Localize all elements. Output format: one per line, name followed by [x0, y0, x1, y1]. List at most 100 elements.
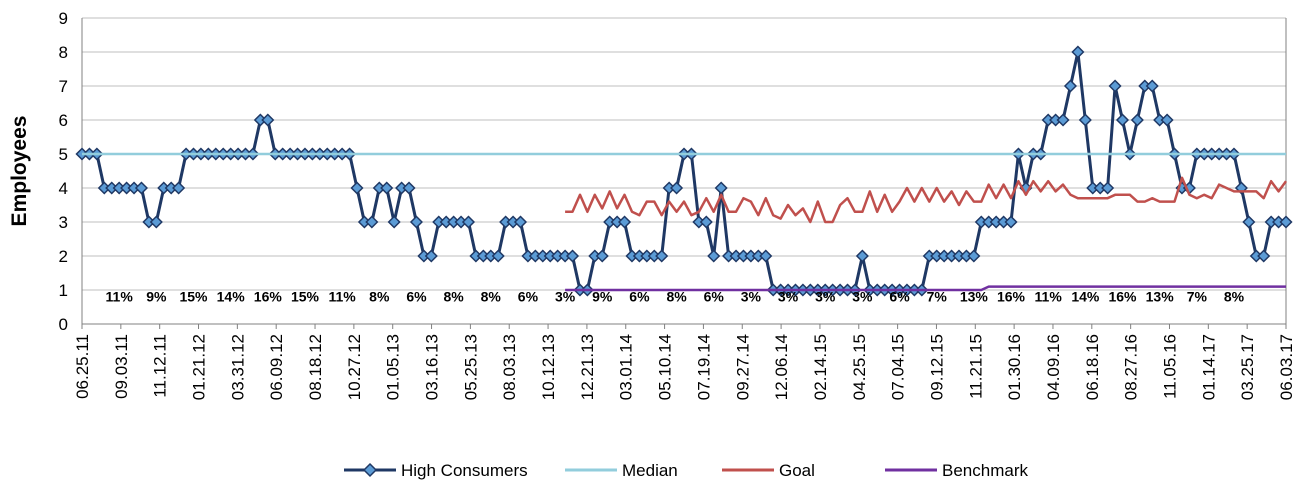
annotation-label-27: 16%: [1108, 288, 1137, 304]
annotation-label-9: 8%: [443, 288, 464, 304]
x-tick-label-03.16.13: 03.16.13: [423, 334, 442, 400]
x-tick-label-02.14.15: 02.14.15: [811, 334, 830, 400]
x-tick-label-06.18.16: 06.18.16: [1083, 334, 1102, 400]
axes: [81, 18, 1287, 329]
data-point-high-consumers-85: [707, 249, 721, 263]
x-tick-label-09.12.15: 09.12.15: [927, 334, 946, 400]
x-tick-label-10.27.12: 10.27.12: [345, 334, 364, 400]
legend: High Consumers Median Goal Benchmark: [344, 461, 1028, 480]
annotation-label-5: 15%: [291, 288, 320, 304]
y-tick-label-9: 9: [59, 9, 68, 28]
y-axis-ticks: 0 1 2 3 4 5 6 7 8 9: [59, 9, 68, 334]
x-tick-label-12.21.13: 12.21.13: [578, 334, 597, 400]
data-point-high-consumers-47: [424, 249, 438, 263]
data-point-high-consumers-138: [1101, 181, 1115, 195]
annotation-label-24: 16%: [997, 288, 1026, 304]
x-tick-label-01.21.12: 01.21.12: [190, 334, 209, 400]
y-tick-label-7: 7: [59, 77, 68, 96]
data-point-high-consumers-52: [461, 215, 476, 229]
x-tick-label-11.05.16: 11.05.16: [1160, 334, 1179, 399]
data-point-high-consumers-92: [759, 249, 773, 263]
annotation-label-26: 14%: [1071, 288, 1100, 304]
y-axis-title: Employees: [8, 116, 31, 227]
annotation-label-13: 9%: [592, 288, 613, 304]
x-tick-label-09.27.14: 09.27.14: [733, 334, 752, 400]
data-point-high-consumers-159: [1257, 249, 1271, 263]
x-tick-label-05.10.14: 05.10.14: [656, 334, 675, 400]
data-point-high-consumers-70: [595, 249, 609, 263]
data-point-high-consumers-146: [1160, 113, 1174, 127]
data-point-high-consumers-42: [387, 215, 401, 229]
annotation-label-4: 16%: [254, 288, 283, 304]
annotation-label-12: 3%: [555, 288, 576, 304]
x-tick-label-01.05.13: 01.05.13: [384, 334, 403, 400]
x-tick-label-05.25.13: 05.25.13: [461, 334, 480, 400]
data-point-high-consumers-45: [409, 215, 424, 229]
percent-annotations: 11% 9% 15% 14% 16% 15% 11% 8% 6% 8% 8% 6% 3% 9% 6% 8% 6%…: [106, 288, 1245, 304]
annotation-label-11: 6%: [518, 288, 539, 304]
data-point-high-consumers-25: [261, 113, 275, 127]
series-line-goal: [565, 176, 1288, 224]
annotation-label-14: 6%: [629, 288, 650, 304]
data-point-high-consumers-134: [1071, 45, 1085, 59]
legend-marker-high-consumers: [362, 462, 378, 478]
data-point-high-consumers-144: [1145, 79, 1159, 93]
x-axis-ticks: 06.25.11 09.03.11 11.12.11 01.21.12 03.31.12…: [73, 334, 1296, 400]
y-tick-label-8: 8: [59, 43, 68, 62]
x-tick-label-06.09.12: 06.09.12: [267, 334, 286, 400]
x-tick-label-11.21.15: 11.21.15: [966, 334, 985, 399]
annotation-label-10: 8%: [481, 288, 502, 304]
x-tick-label-08.18.12: 08.18.12: [306, 334, 325, 400]
data-point-high-consumers-140: [1115, 113, 1130, 127]
annotation-label-19: 3%: [815, 288, 836, 304]
x-tick-label-08.27.16: 08.27.16: [1122, 334, 1141, 400]
data-point-high-consumers-66: [565, 249, 580, 263]
x-tick-label-06.25.11: 06.25.11: [73, 334, 92, 399]
annotation-label-8: 6%: [406, 288, 427, 304]
gridlines: [82, 17, 1286, 325]
x-tick-label-03.31.12: 03.31.12: [228, 334, 247, 400]
annotation-label-0: 11%: [106, 288, 134, 304]
data-point-high-consumers-86: [714, 181, 728, 195]
annotation-label-21: 6%: [889, 288, 910, 304]
data-point-high-consumers-84: [699, 215, 713, 229]
x-tick-label-11.12.11: 11.12.11: [151, 334, 170, 398]
data-point-high-consumers-8: [134, 181, 149, 195]
annotation-label-30: 8%: [1224, 288, 1245, 304]
x-tick-label-04.09.16: 04.09.16: [1044, 334, 1063, 400]
data-point-high-consumers-120: [967, 249, 981, 263]
annotation-label-2: 15%: [179, 288, 208, 304]
data-point-high-consumers-142: [1130, 113, 1144, 127]
y-tick-label-5: 5: [59, 145, 68, 164]
annotation-label-7: 8%: [369, 288, 390, 304]
x-tick-label-03.01.14: 03.01.14: [617, 334, 636, 400]
legend-label-median: Median: [622, 461, 678, 480]
x-tick-label-09.03.11: 09.03.11: [112, 334, 131, 399]
x-tick-label-10.12.13: 10.12.13: [539, 334, 558, 400]
data-point-high-consumers-135: [1078, 113, 1092, 127]
data-point-high-consumers-10: [149, 215, 163, 229]
data-point-high-consumers-59: [513, 215, 528, 229]
data-point-high-consumers-39: [365, 215, 379, 229]
x-tick-label-04.25.15: 04.25.15: [850, 334, 869, 400]
x-tick-label-07.19.14: 07.19.14: [694, 334, 713, 400]
legend-label-benchmark: Benchmark: [942, 461, 1028, 480]
annotation-label-3: 14%: [217, 288, 246, 304]
x-tick-label-06.03.17: 06.03.17: [1277, 334, 1296, 400]
x-tick-label-12.06.14: 12.06.14: [772, 334, 791, 400]
y-tick-label-6: 6: [59, 111, 68, 130]
data-point-high-consumers-125: [1004, 215, 1018, 229]
y-tick-label-1: 1: [59, 281, 68, 300]
data-point-high-consumers-78: [655, 249, 669, 263]
y-tick-label-0: 0: [59, 315, 68, 334]
annotation-label-15: 8%: [666, 288, 687, 304]
series-line-high-consumers: [82, 50, 1286, 292]
annotation-label-6: 11%: [328, 288, 356, 304]
data-point-high-consumers-139: [1108, 79, 1122, 93]
x-tick-label-01.14.17: 01.14.17: [1199, 334, 1218, 400]
y-tick-label-4: 4: [59, 179, 68, 198]
data-point-high-consumers-44: [402, 181, 416, 195]
data-point-high-consumers-37: [350, 181, 364, 195]
data-point-high-consumers-80: [670, 181, 684, 195]
